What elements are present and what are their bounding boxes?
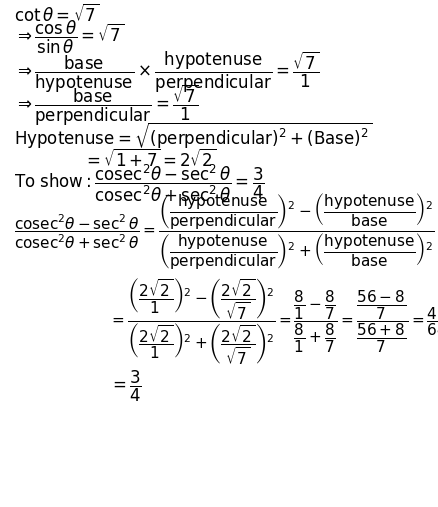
Text: $\text{Hypotenuse} = \sqrt{(\text{perpendicular})^2 + (\text{Base})^2}$: $\text{Hypotenuse} = \sqrt{(\text{perpen… — [14, 121, 372, 151]
Text: $= \dfrac{\left(\dfrac{2\sqrt{2}}{1}\right)^2 - \left(\dfrac{2\sqrt{2}}{\sqrt{7}: $= \dfrac{\left(\dfrac{2\sqrt{2}}{1}\rig… — [108, 277, 438, 368]
Text: $= \sqrt{1+7} = 2\sqrt{2}$: $= \sqrt{1+7} = 2\sqrt{2}$ — [82, 149, 215, 171]
Text: $\dfrac{\text{cosec}^2\theta - \sec^2\theta}{\text{cosec}^2\theta + \sec^2\theta: $\dfrac{\text{cosec}^2\theta - \sec^2\th… — [14, 191, 434, 272]
Text: $\Rightarrow \dfrac{\cos\theta}{\sin\theta} = \sqrt{7}$: $\Rightarrow \dfrac{\cos\theta}{\sin\the… — [14, 19, 124, 56]
Text: $\text{To show} : \dfrac{\text{cosec}^2\theta - \sec^2\theta}{\text{cosec}^2\the: $\text{To show} : \dfrac{\text{cosec}^2\… — [14, 163, 265, 204]
Text: $= \dfrac{3}{4}$: $= \dfrac{3}{4}$ — [108, 368, 141, 404]
Text: $\Rightarrow \dfrac{\text{base}}{\text{hypotenuse}} \times \dfrac{\text{hypotenu: $\Rightarrow \dfrac{\text{base}}{\text{h… — [14, 50, 319, 95]
Text: $\cot\theta = \sqrt{7}$: $\cot\theta = \sqrt{7}$ — [14, 4, 100, 26]
Text: $\Rightarrow \dfrac{\text{base}}{\text{perpendicular}} = \dfrac{\sqrt{7}}{1}$: $\Rightarrow \dfrac{\text{base}}{\text{p… — [14, 83, 199, 128]
